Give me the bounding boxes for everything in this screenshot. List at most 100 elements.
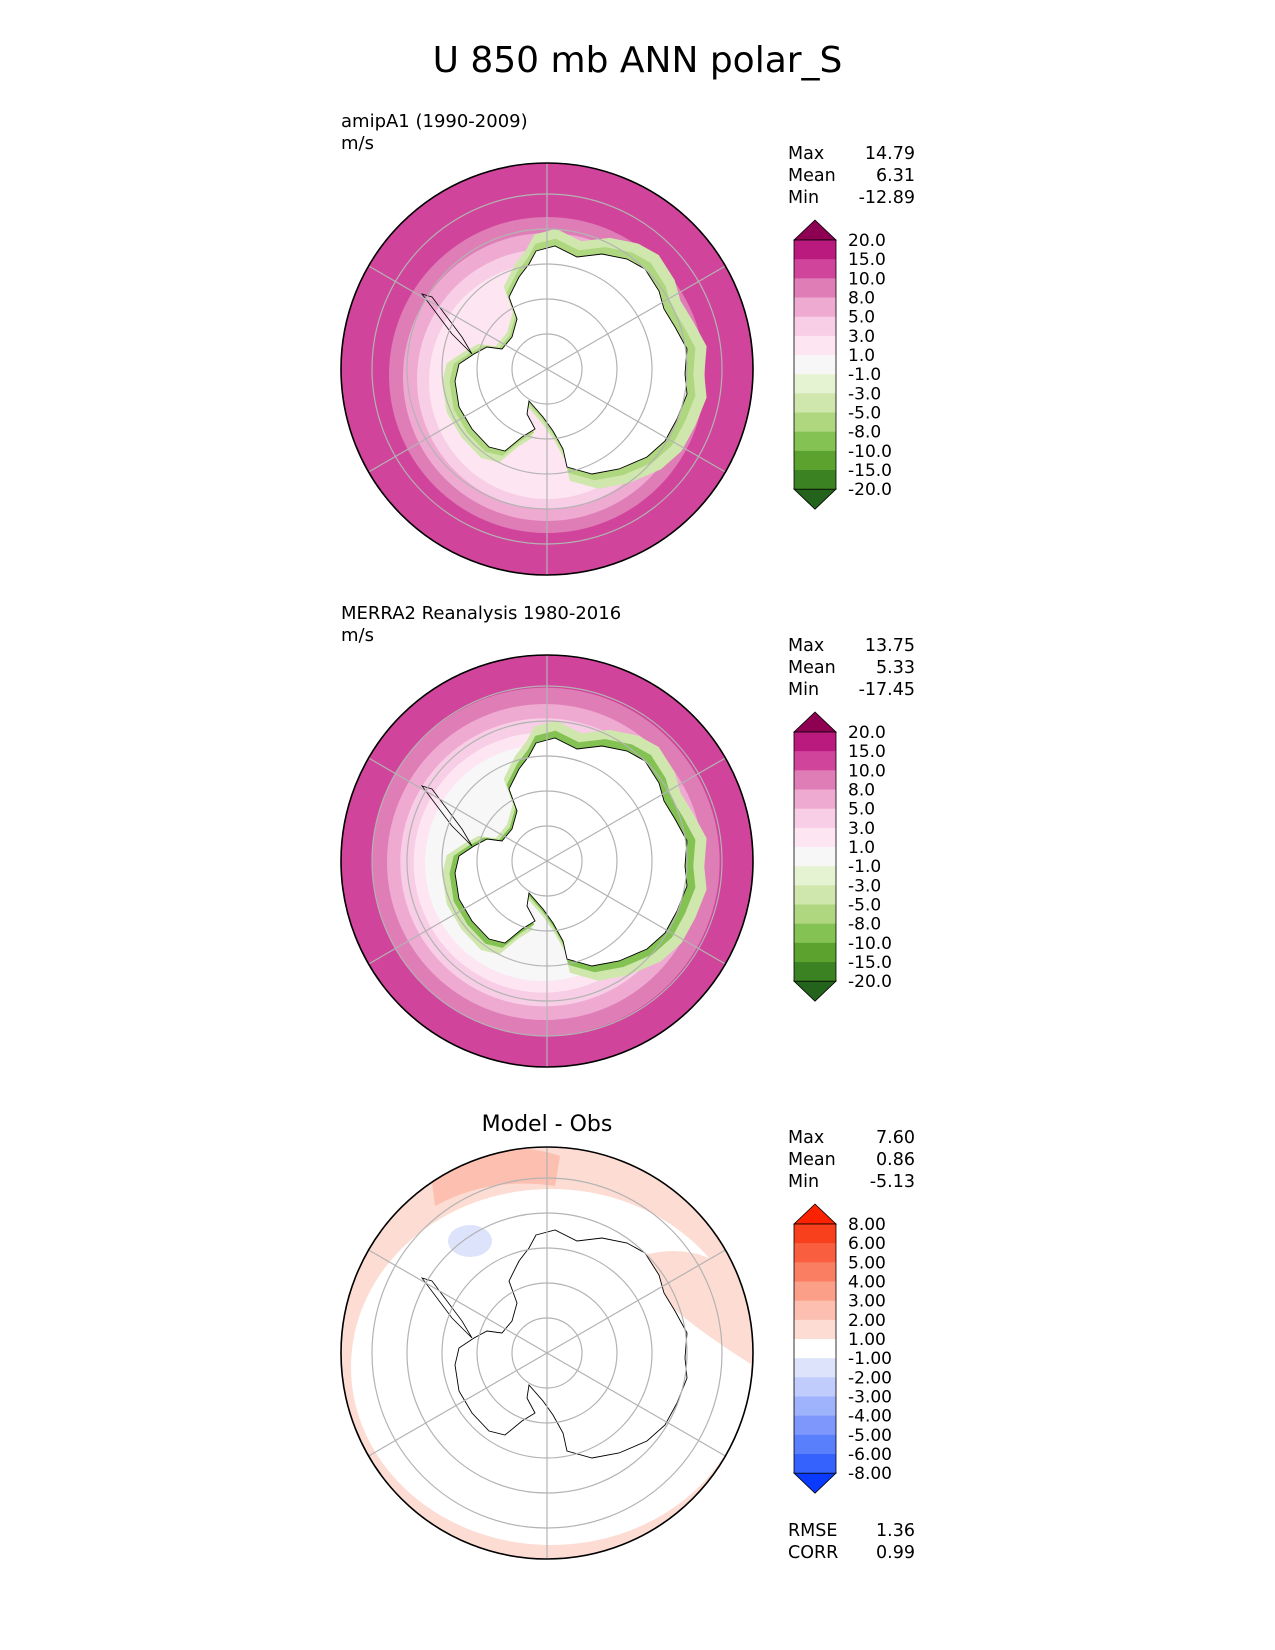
longitude-line bbox=[368, 1249, 548, 1354]
colorbar-segment bbox=[794, 904, 836, 925]
colorbar-tick-label: -3.0 bbox=[848, 876, 881, 896]
stat-value: 7.60 bbox=[876, 1128, 915, 1148]
longitude-line bbox=[546, 368, 726, 473]
longitude-line bbox=[546, 1249, 726, 1354]
colorbar-tick-label: 5.00 bbox=[848, 1253, 886, 1273]
stat-label: Max bbox=[788, 1128, 825, 1148]
stat-label: Max bbox=[788, 636, 825, 656]
colorbar-segment bbox=[794, 1415, 836, 1436]
colorbar-tick-label: 1.00 bbox=[848, 1330, 886, 1350]
panel-3-title: Model - Obs bbox=[481, 1112, 613, 1137]
colorbar-segment bbox=[794, 1358, 836, 1378]
colorbar-segment bbox=[794, 335, 836, 356]
colorbar-tick-label: 6.00 bbox=[848, 1234, 886, 1254]
stat-max-row: Max 13.75 bbox=[788, 635, 915, 657]
figure-title: U 850 mb ANN polar_S bbox=[432, 40, 843, 81]
colorbar-tick-label: 2.00 bbox=[848, 1311, 886, 1331]
longitude-line bbox=[546, 265, 726, 370]
colorbar-segment bbox=[794, 827, 836, 848]
colorbar-tick-label: 8.0 bbox=[848, 289, 875, 309]
colorbar-segment bbox=[794, 1262, 836, 1283]
colorbar-tick-label: -6.00 bbox=[848, 1445, 892, 1465]
panel-1-title: amipA1 (1990-2009) m/s bbox=[341, 111, 528, 155]
stat-max-row: Max 7.60 bbox=[788, 1127, 915, 1149]
colorbar-frame bbox=[793, 731, 837, 982]
colorbar-tick-label: -4.00 bbox=[848, 1407, 892, 1427]
colorbar-tick-label: 15.0 bbox=[848, 742, 886, 762]
colorbar-segment bbox=[794, 923, 836, 944]
colorbar-tick-label: 8.0 bbox=[848, 781, 875, 801]
stat-label: Min bbox=[788, 188, 820, 208]
colorbar-extend-high bbox=[793, 1203, 837, 1225]
stat-label: Mean bbox=[788, 658, 836, 678]
panel-1-stats: Max 14.79 Mean 6.31 Min -12.89 bbox=[788, 143, 915, 209]
colorbar-tick-label: 20.0 bbox=[848, 723, 886, 743]
metric-value: 0.99 bbox=[876, 1543, 915, 1563]
colorbar-segment bbox=[794, 431, 836, 452]
colorbar-tick-label: 5.0 bbox=[848, 800, 875, 820]
colorbar-segment bbox=[794, 770, 836, 791]
panel-2-colorbar: 20.015.010.08.05.03.01.0-1.0-3.0-5.0-8.0… bbox=[793, 711, 892, 1002]
stat-min-row: Min -5.13 bbox=[788, 1171, 915, 1193]
colorbar-tick-label: -5.0 bbox=[848, 404, 881, 424]
coastline bbox=[454, 245, 688, 475]
panel-3-polar-map bbox=[340, 1146, 754, 1560]
colorbar-segment bbox=[794, 393, 836, 414]
colorbar-tick-label: -10.0 bbox=[848, 442, 892, 462]
colorbar-segment bbox=[794, 1377, 836, 1398]
colorbar-extend-low bbox=[793, 488, 837, 510]
stat-value: 13.75 bbox=[864, 636, 915, 656]
colorbar-segment bbox=[794, 259, 836, 279]
colorbar-tick-label: 10.0 bbox=[848, 269, 886, 289]
colorbar-tick-label: 15.0 bbox=[848, 250, 886, 270]
panel-3-metrics: RMSE 1.36 CORR 0.99 bbox=[788, 1520, 915, 1564]
colorbar-segment bbox=[794, 470, 836, 490]
panel-1-title-line1: amipA1 (1990-2009) bbox=[341, 111, 528, 132]
colorbar-tick-label: 8.00 bbox=[848, 1215, 886, 1235]
stat-min-row: Min -17.45 bbox=[788, 679, 915, 701]
stat-mean-row: Mean 5.33 bbox=[788, 657, 915, 679]
colorbar-tick-label: 1.0 bbox=[848, 346, 875, 366]
stat-mean-row: Mean 0.86 bbox=[788, 1149, 915, 1171]
colorbar-segment bbox=[794, 450, 836, 471]
panel-3-colorbar: 8.006.005.004.003.002.001.00-1.00-2.00-3… bbox=[793, 1203, 892, 1494]
colorbar-tick-label: -5.00 bbox=[848, 1426, 892, 1446]
map-field bbox=[341, 163, 753, 575]
colorbar-tick-label: -20.0 bbox=[848, 480, 892, 500]
metric-rmse-row: RMSE 1.36 bbox=[788, 1520, 915, 1542]
longitude-line bbox=[546, 1352, 726, 1457]
colorbar-segment bbox=[794, 278, 836, 299]
colorbar-tick-label: -2.00 bbox=[848, 1368, 892, 1388]
map-boundary bbox=[340, 1146, 754, 1560]
colorbar-segment bbox=[794, 316, 836, 337]
stat-value: -17.45 bbox=[858, 680, 915, 700]
stat-value: 14.79 bbox=[864, 144, 915, 164]
colorbar-segment bbox=[794, 1434, 836, 1455]
diff-negative-patch bbox=[448, 1225, 492, 1257]
colorbar-segment bbox=[794, 789, 836, 810]
colorbar-segment bbox=[794, 751, 836, 771]
colorbar-tick-label: -3.00 bbox=[848, 1388, 892, 1408]
colorbar-segment bbox=[794, 1319, 836, 1340]
coastline bbox=[454, 737, 688, 967]
colorbar-tick-label: 1.0 bbox=[848, 838, 875, 858]
colorbar-segment bbox=[794, 847, 836, 867]
longitude-line bbox=[546, 757, 726, 862]
stat-value: -5.13 bbox=[869, 1172, 915, 1192]
panel-2-stats: Max 13.75 Mean 5.33 Min -17.45 bbox=[788, 635, 915, 701]
stat-value: 5.33 bbox=[876, 658, 915, 678]
map-field bbox=[341, 655, 753, 1067]
colorbar-extend-high bbox=[793, 219, 837, 241]
colorbar-segment bbox=[794, 962, 836, 982]
colorbar-segment bbox=[794, 1300, 836, 1321]
diff-positive-patch bbox=[640, 1251, 753, 1366]
stat-label: Min bbox=[788, 680, 820, 700]
colorbar-tick-label: -3.0 bbox=[848, 384, 881, 404]
longitude-line bbox=[368, 757, 548, 862]
colorbar-segment bbox=[794, 885, 836, 906]
stat-label: Mean bbox=[788, 166, 836, 186]
stat-label: Min bbox=[788, 1172, 820, 1192]
metric-label: CORR bbox=[788, 1543, 839, 1563]
colorbar-segment bbox=[794, 1396, 836, 1417]
colorbar-extend-low bbox=[793, 1472, 837, 1494]
